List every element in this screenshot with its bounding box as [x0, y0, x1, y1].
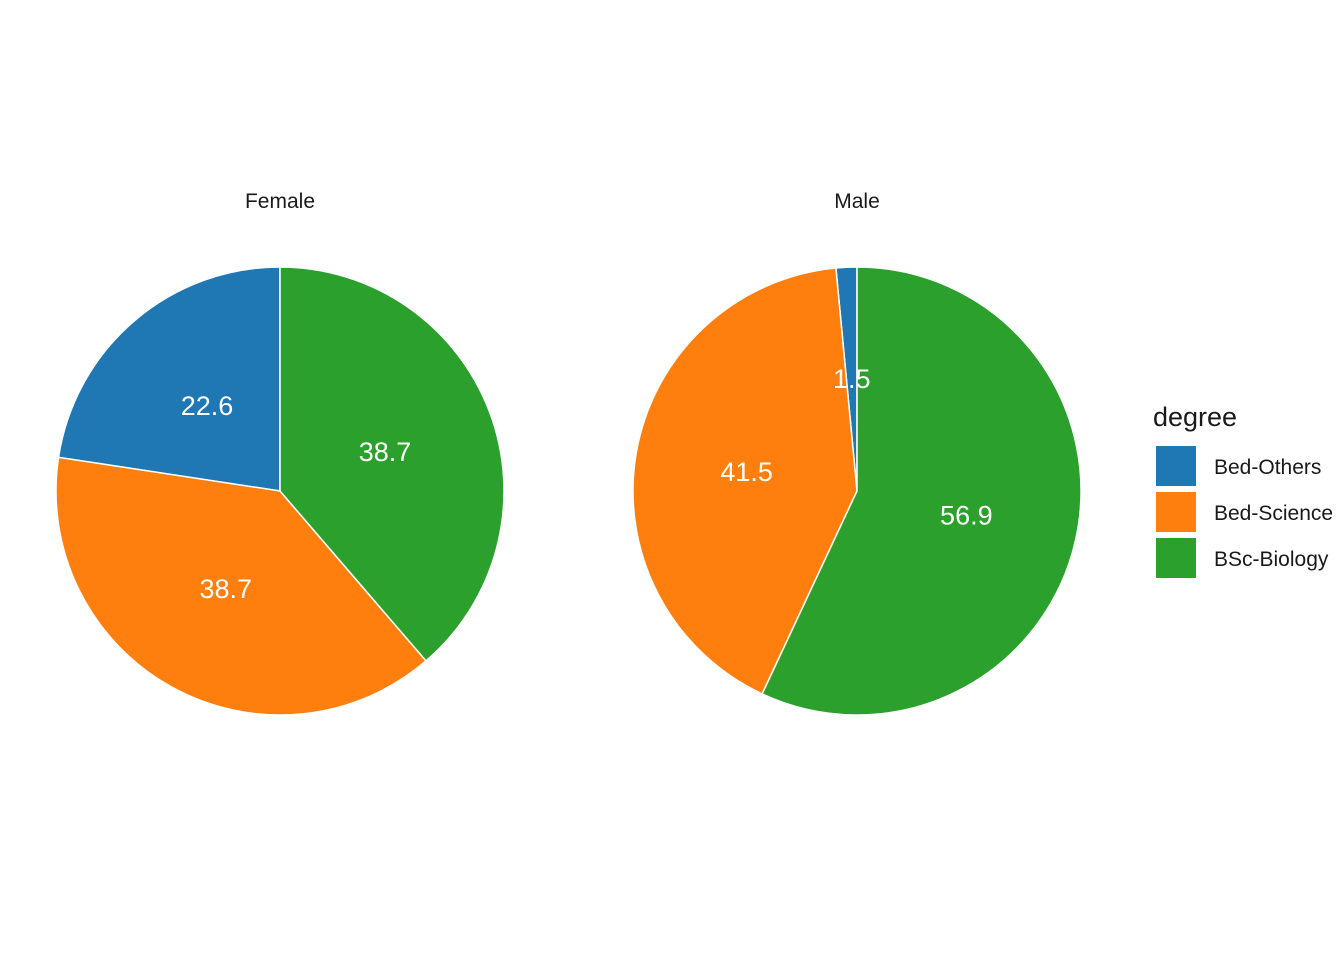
- slice-label-bed-others: 1.5: [833, 364, 871, 394]
- facet-title: Male: [834, 190, 880, 213]
- legend-key-bsc-biology: [1156, 538, 1196, 578]
- pie-slice-bed-others: [57, 266, 281, 492]
- legend-label-bed-others: Bed-Others: [1214, 456, 1321, 479]
- pie-slice-bed-science: [55, 456, 428, 716]
- facet-female: Female 22.6 38.7 38.7: [55, 190, 505, 716]
- slice-label-bsc-biology: 56.9: [940, 500, 993, 530]
- slice-label-bed-others: 22.6: [181, 391, 234, 421]
- legend-key-bed-others: [1156, 446, 1196, 486]
- slice-label-bsc-biology: 38.7: [359, 437, 412, 467]
- pie-slice-bsc-biology: [279, 266, 505, 662]
- slice-label-bed-science: 38.7: [199, 574, 252, 604]
- legend-items: Bed-Others Bed-Science BSc-Biology: [1156, 446, 1333, 578]
- facet-male: Male 1.5 41.5 56.9: [632, 190, 1082, 716]
- legend-key-bed-science: [1156, 492, 1196, 532]
- facet-panels: Female 22.6 38.7 38.7 Male 1.5 41.5 56.9: [55, 190, 1082, 716]
- legend-title: degree: [1153, 402, 1237, 432]
- pie-slice-bed-science: [632, 267, 858, 695]
- pie-slice-bsc-biology: [761, 266, 1082, 716]
- facet-title: Female: [245, 190, 315, 213]
- legend-label-bsc-biology: BSc-Biology: [1214, 548, 1329, 571]
- legend: degree Bed-Others Bed-Science BSc-Biology: [1153, 402, 1333, 578]
- slice-label-bed-science: 41.5: [720, 457, 773, 487]
- legend-label-bed-science: Bed-Science: [1214, 502, 1333, 525]
